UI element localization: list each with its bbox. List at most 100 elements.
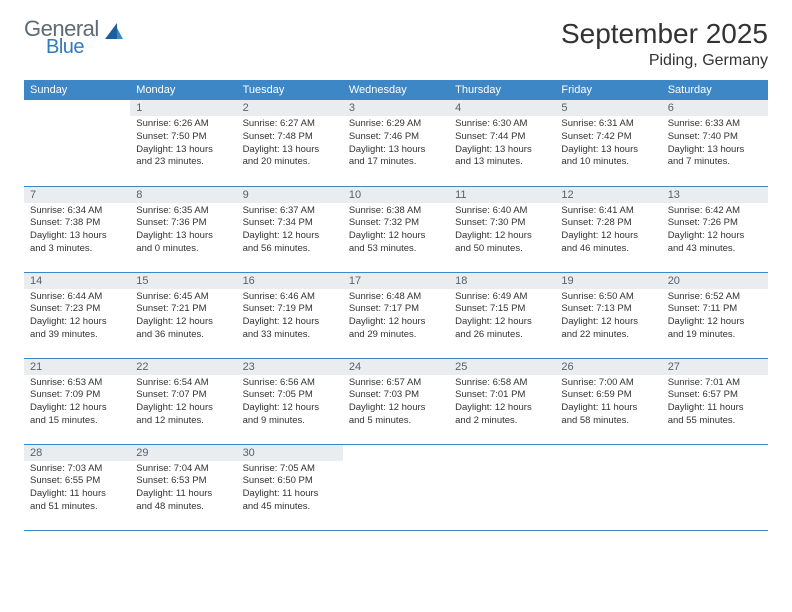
sunrise-line: Sunrise: 6:27 AM bbox=[243, 118, 337, 131]
sunset-line: Sunset: 7:07 PM bbox=[136, 389, 230, 402]
day-body: Sunrise: 6:52 AMSunset: 7:11 PMDaylight:… bbox=[662, 289, 768, 346]
day-number: 26 bbox=[555, 359, 661, 375]
day-body: Sunrise: 6:49 AMSunset: 7:15 PMDaylight:… bbox=[449, 289, 555, 346]
day-body: Sunrise: 6:30 AMSunset: 7:44 PMDaylight:… bbox=[449, 116, 555, 173]
sunset-line: Sunset: 6:55 PM bbox=[30, 475, 124, 488]
sunset-line: Sunset: 7:38 PM bbox=[30, 217, 124, 230]
daylight-line-2: and 19 minutes. bbox=[668, 329, 762, 342]
daylight-line-2: and 13 minutes. bbox=[455, 156, 549, 169]
sunrise-line: Sunrise: 6:42 AM bbox=[668, 205, 762, 218]
calendar-cell: 9Sunrise: 6:37 AMSunset: 7:34 PMDaylight… bbox=[237, 186, 343, 272]
calendar-cell: 12Sunrise: 6:41 AMSunset: 7:28 PMDayligh… bbox=[555, 186, 661, 272]
weekday-header: Thursday bbox=[449, 80, 555, 100]
day-body: Sunrise: 7:01 AMSunset: 6:57 PMDaylight:… bbox=[662, 375, 768, 432]
daylight-line-2: and 43 minutes. bbox=[668, 243, 762, 256]
daylight-line-2: and 55 minutes. bbox=[668, 415, 762, 428]
daylight-line-1: Daylight: 13 hours bbox=[30, 230, 124, 243]
day-body: Sunrise: 6:58 AMSunset: 7:01 PMDaylight:… bbox=[449, 375, 555, 432]
calendar-cell: 27Sunrise: 7:01 AMSunset: 6:57 PMDayligh… bbox=[662, 358, 768, 444]
daylight-line-2: and 45 minutes. bbox=[243, 501, 337, 514]
daylight-line-2: and 29 minutes. bbox=[349, 329, 443, 342]
day-number: 15 bbox=[130, 273, 236, 289]
location-subtitle: Piding, Germany bbox=[561, 52, 768, 70]
daylight-line-1: Daylight: 12 hours bbox=[455, 316, 549, 329]
daylight-line-1: Daylight: 12 hours bbox=[243, 230, 337, 243]
daylight-line-2: and 12 minutes. bbox=[136, 415, 230, 428]
weekday-header: Saturday bbox=[662, 80, 768, 100]
daylight-line-1: Daylight: 13 hours bbox=[349, 144, 443, 157]
sunrise-line: Sunrise: 6:58 AM bbox=[455, 377, 549, 390]
daylight-line-1: Daylight: 11 hours bbox=[668, 402, 762, 415]
month-title: September 2025 bbox=[561, 18, 768, 50]
sunset-line: Sunset: 7:42 PM bbox=[561, 131, 655, 144]
day-body: Sunrise: 7:05 AMSunset: 6:50 PMDaylight:… bbox=[237, 461, 343, 518]
sunrise-line: Sunrise: 6:52 AM bbox=[668, 291, 762, 304]
day-number: 12 bbox=[555, 187, 661, 203]
calendar-cell: 7Sunrise: 6:34 AMSunset: 7:38 PMDaylight… bbox=[24, 186, 130, 272]
sunrise-line: Sunrise: 6:29 AM bbox=[349, 118, 443, 131]
daylight-line-1: Daylight: 12 hours bbox=[455, 230, 549, 243]
daylight-line-2: and 7 minutes. bbox=[668, 156, 762, 169]
sunset-line: Sunset: 7:28 PM bbox=[561, 217, 655, 230]
sunset-line: Sunset: 7:32 PM bbox=[349, 217, 443, 230]
sunset-line: Sunset: 6:50 PM bbox=[243, 475, 337, 488]
sunset-line: Sunset: 7:23 PM bbox=[30, 303, 124, 316]
sunrise-line: Sunrise: 6:33 AM bbox=[668, 118, 762, 131]
sunrise-line: Sunrise: 6:49 AM bbox=[455, 291, 549, 304]
calendar-cell: 20Sunrise: 6:52 AMSunset: 7:11 PMDayligh… bbox=[662, 272, 768, 358]
calendar-cell bbox=[24, 100, 130, 186]
day-number: 2 bbox=[237, 100, 343, 116]
day-number: 8 bbox=[130, 187, 236, 203]
daylight-line-1: Daylight: 12 hours bbox=[455, 402, 549, 415]
calendar-row: 7Sunrise: 6:34 AMSunset: 7:38 PMDaylight… bbox=[24, 186, 768, 272]
calendar-cell: 24Sunrise: 6:57 AMSunset: 7:03 PMDayligh… bbox=[343, 358, 449, 444]
weekday-header: Friday bbox=[555, 80, 661, 100]
sunrise-line: Sunrise: 6:50 AM bbox=[561, 291, 655, 304]
daylight-line-2: and 50 minutes. bbox=[455, 243, 549, 256]
sunrise-line: Sunrise: 6:34 AM bbox=[30, 205, 124, 218]
day-number: 17 bbox=[343, 273, 449, 289]
calendar-cell: 30Sunrise: 7:05 AMSunset: 6:50 PMDayligh… bbox=[237, 444, 343, 530]
daylight-line-1: Daylight: 12 hours bbox=[243, 402, 337, 415]
day-body: Sunrise: 6:48 AMSunset: 7:17 PMDaylight:… bbox=[343, 289, 449, 346]
daylight-line-2: and 58 minutes. bbox=[561, 415, 655, 428]
day-number: 28 bbox=[24, 445, 130, 461]
day-number: 25 bbox=[449, 359, 555, 375]
sunrise-line: Sunrise: 7:04 AM bbox=[136, 463, 230, 476]
sunrise-line: Sunrise: 6:53 AM bbox=[30, 377, 124, 390]
calendar-row: 21Sunrise: 6:53 AMSunset: 7:09 PMDayligh… bbox=[24, 358, 768, 444]
weekday-header: Wednesday bbox=[343, 80, 449, 100]
daylight-line-1: Daylight: 12 hours bbox=[668, 316, 762, 329]
calendar-cell: 29Sunrise: 7:04 AMSunset: 6:53 PMDayligh… bbox=[130, 444, 236, 530]
sunrise-line: Sunrise: 6:31 AM bbox=[561, 118, 655, 131]
sunset-line: Sunset: 7:50 PM bbox=[136, 131, 230, 144]
day-body: Sunrise: 6:34 AMSunset: 7:38 PMDaylight:… bbox=[24, 203, 130, 260]
day-number: 6 bbox=[662, 100, 768, 116]
day-number: 21 bbox=[24, 359, 130, 375]
daylight-line-1: Daylight: 12 hours bbox=[349, 316, 443, 329]
sunset-line: Sunset: 7:13 PM bbox=[561, 303, 655, 316]
sunset-line: Sunset: 7:34 PM bbox=[243, 217, 337, 230]
day-number: 10 bbox=[343, 187, 449, 203]
calendar-cell: 26Sunrise: 7:00 AMSunset: 6:59 PMDayligh… bbox=[555, 358, 661, 444]
day-number: 1 bbox=[130, 100, 236, 116]
day-body: Sunrise: 6:46 AMSunset: 7:19 PMDaylight:… bbox=[237, 289, 343, 346]
daylight-line-2: and 51 minutes. bbox=[30, 501, 124, 514]
day-number: 22 bbox=[130, 359, 236, 375]
daylight-line-2: and 17 minutes. bbox=[349, 156, 443, 169]
sunrise-line: Sunrise: 6:54 AM bbox=[136, 377, 230, 390]
day-body: Sunrise: 6:33 AMSunset: 7:40 PMDaylight:… bbox=[662, 116, 768, 173]
day-body: Sunrise: 7:00 AMSunset: 6:59 PMDaylight:… bbox=[555, 375, 661, 432]
weekday-header: Tuesday bbox=[237, 80, 343, 100]
sunrise-line: Sunrise: 6:56 AM bbox=[243, 377, 337, 390]
calendar-cell: 25Sunrise: 6:58 AMSunset: 7:01 PMDayligh… bbox=[449, 358, 555, 444]
day-number: 29 bbox=[130, 445, 236, 461]
daylight-line-1: Daylight: 12 hours bbox=[243, 316, 337, 329]
sunset-line: Sunset: 7:15 PM bbox=[455, 303, 549, 316]
day-body: Sunrise: 6:57 AMSunset: 7:03 PMDaylight:… bbox=[343, 375, 449, 432]
daylight-line-2: and 23 minutes. bbox=[136, 156, 230, 169]
day-number: 11 bbox=[449, 187, 555, 203]
sunrise-line: Sunrise: 6:40 AM bbox=[455, 205, 549, 218]
daylight-line-1: Daylight: 13 hours bbox=[561, 144, 655, 157]
daylight-line-1: Daylight: 13 hours bbox=[136, 230, 230, 243]
